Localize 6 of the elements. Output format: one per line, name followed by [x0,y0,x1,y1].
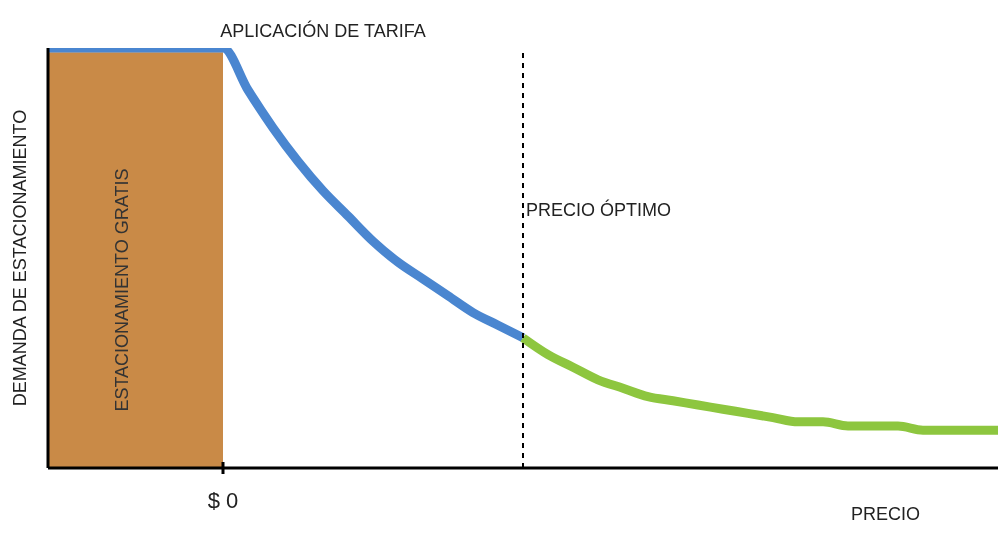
x-axis-title: PRECIO [850,504,920,524]
text: PRECIO ÓPTIMO [526,199,672,220]
text: APLICACIÓN DE TARIFA [220,20,426,41]
text: $ 0 [207,488,239,513]
series-label: ESTACIONAMIENTO GRATIS [111,168,132,412]
y-axis-title: DEMANDA DE ESTACIONAMIENTO [10,109,31,407]
